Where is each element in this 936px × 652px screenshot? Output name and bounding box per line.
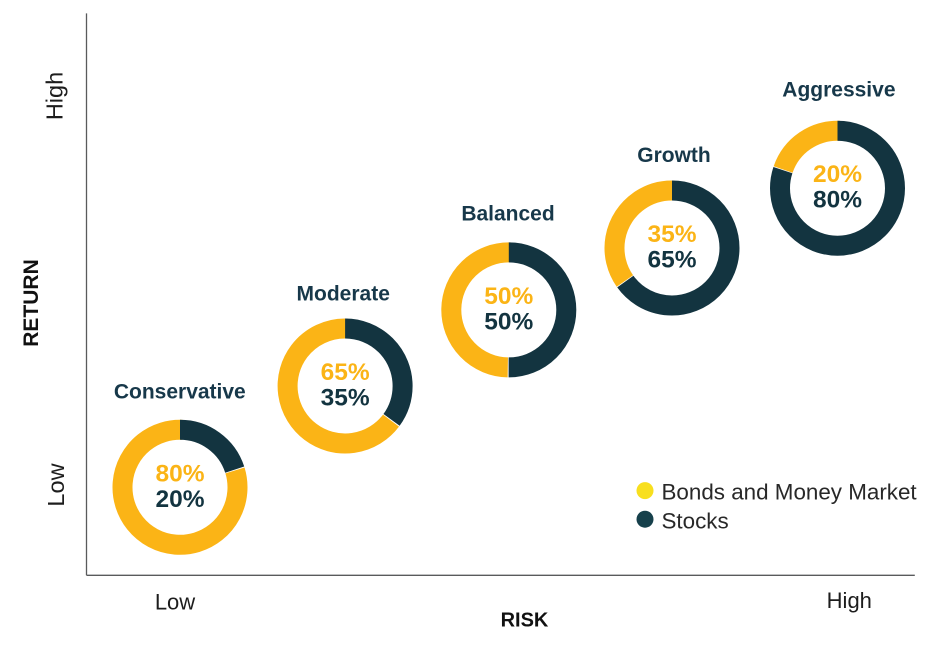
svg-text:80%: 80% <box>155 460 204 487</box>
svg-text:Moderate: Moderate <box>297 283 390 306</box>
svg-text:Aggressive: Aggressive <box>782 79 895 102</box>
svg-text:Low: Low <box>155 590 195 615</box>
svg-text:50%: 50% <box>484 308 533 335</box>
svg-text:50%: 50% <box>484 283 533 310</box>
svg-text:20%: 20% <box>813 161 862 188</box>
svg-text:Growth: Growth <box>637 144 711 167</box>
svg-text:Low: Low <box>43 462 69 506</box>
svg-text:65%: 65% <box>647 247 696 274</box>
svg-text:Bonds and Money Market: Bonds and Money Market <box>662 480 918 505</box>
svg-text:Balanced: Balanced <box>461 202 554 225</box>
svg-text:RETURN: RETURN <box>20 259 43 347</box>
svg-text:80%: 80% <box>813 187 862 214</box>
svg-text:High: High <box>827 588 872 613</box>
svg-text:65%: 65% <box>321 359 370 386</box>
svg-text:Stocks: Stocks <box>662 509 729 534</box>
svg-text:Conservative: Conservative <box>114 381 246 404</box>
svg-text:High: High <box>42 72 68 120</box>
svg-text:35%: 35% <box>647 221 696 248</box>
svg-text:35%: 35% <box>321 385 370 412</box>
svg-text:RISK: RISK <box>501 610 549 632</box>
svg-text:20%: 20% <box>155 486 204 513</box>
